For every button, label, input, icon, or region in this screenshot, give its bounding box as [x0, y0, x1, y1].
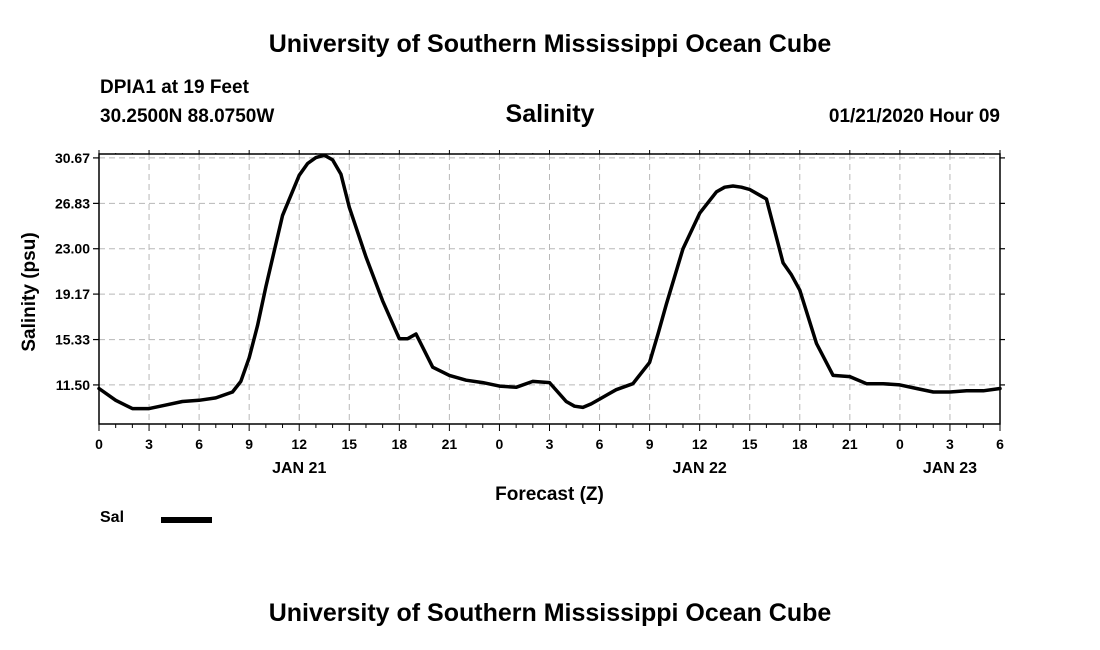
- x-tick-label: 12: [692, 436, 708, 452]
- x-tick-label: 21: [842, 436, 858, 452]
- station-name: DPIA1 at 19 Feet: [100, 77, 249, 98]
- y-tick-label: 19.17: [55, 286, 90, 302]
- x-tick-label: 21: [442, 436, 458, 452]
- y-tick-label: 26.83: [55, 195, 90, 211]
- y-tick-label: 23.00: [55, 241, 90, 257]
- page-title: University of Southern Mississippi Ocean…: [268, 30, 832, 58]
- x-date-label: JAN 21: [272, 460, 326, 477]
- y-axis-title: Salinity (psu): [19, 232, 40, 351]
- x-tick-label: 15: [341, 436, 357, 452]
- y-tick-label: 15.33: [55, 332, 90, 348]
- x-tick-label: 18: [792, 436, 808, 452]
- series-line-salinity: [97, 153, 1002, 411]
- legend-line-swatch: [161, 517, 212, 523]
- x-tick-label: 0: [95, 436, 103, 452]
- legend-label: Sal: [100, 509, 125, 526]
- x-tick-label: 18: [392, 436, 408, 452]
- x-tick-label: 9: [245, 436, 253, 452]
- y-tick-label: 11.50: [56, 377, 90, 393]
- x-tick-label: 3: [946, 436, 954, 452]
- y-tick-label: 30.67: [55, 150, 90, 166]
- x-tick-label: 9: [646, 436, 654, 452]
- x-axis-title: Forecast (Z): [495, 484, 604, 505]
- station-coordinates: 30.2500N 88.0750W: [100, 106, 275, 127]
- x-tick-label: 6: [996, 436, 1004, 452]
- x-tick-label: 0: [896, 436, 904, 452]
- x-date-label: JAN 22: [673, 460, 727, 477]
- x-tick-label: 6: [596, 436, 604, 452]
- x-date-label: JAN 23: [923, 460, 977, 477]
- forecast-timestamp: 01/21/2020 Hour 09: [828, 106, 1000, 127]
- footer-title: University of Southern Mississippi Ocean…: [268, 599, 832, 627]
- x-tick-label: 12: [291, 436, 307, 452]
- x-tick-label: 6: [195, 436, 203, 452]
- x-tick-label: 15: [742, 436, 758, 452]
- x-tick-label: 3: [546, 436, 554, 452]
- chart-title: Salinity: [505, 100, 595, 128]
- x-tick-label: 0: [496, 436, 504, 452]
- x-tick-label: 3: [145, 436, 153, 452]
